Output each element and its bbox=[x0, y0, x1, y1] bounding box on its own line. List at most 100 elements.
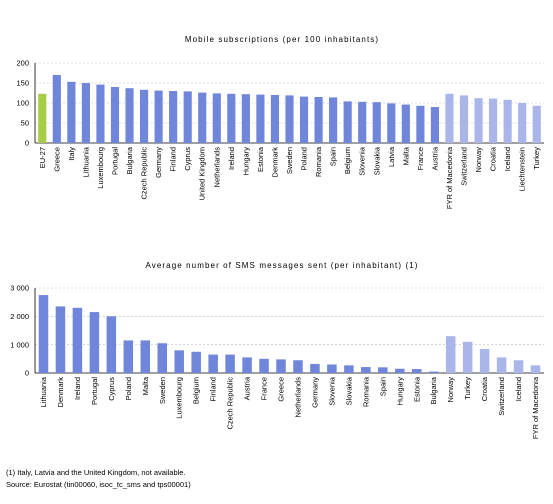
y-tick-label: 50 bbox=[21, 119, 29, 128]
bar-united-kingdom bbox=[198, 92, 207, 143]
bar-fyr-of-macedonia bbox=[445, 93, 454, 143]
x-tick-label: Spain bbox=[378, 377, 387, 396]
bar-estonia bbox=[256, 94, 265, 143]
bar-czech-republic bbox=[139, 89, 149, 143]
x-tick-label: Bulgaria bbox=[125, 146, 134, 174]
y-tick-label: 3 000 bbox=[10, 284, 29, 293]
bar-romania bbox=[314, 97, 323, 143]
bar-cyprus bbox=[106, 316, 117, 373]
x-tick-label: Turkey bbox=[532, 147, 541, 170]
bar-germany bbox=[310, 363, 320, 373]
bar-czech-republic bbox=[225, 354, 235, 373]
bar-iceland bbox=[513, 360, 524, 373]
x-tick-label: Austria bbox=[430, 146, 439, 170]
x-tick-label: Latvia bbox=[387, 146, 396, 167]
bar-latvia bbox=[387, 103, 396, 143]
x-tick-label: Denmark bbox=[270, 147, 279, 178]
bar-sweden bbox=[285, 95, 294, 143]
bar-turkey bbox=[462, 341, 473, 373]
bar-greece bbox=[276, 359, 286, 373]
bar-france bbox=[259, 358, 269, 373]
x-tick-label: Ireland bbox=[227, 147, 236, 170]
x-tick-label: Hungary bbox=[395, 377, 404, 406]
x-tick-label: Turkey bbox=[463, 377, 472, 400]
chart-1-title: Mobile subscriptions (per 100 inhabitant… bbox=[185, 35, 379, 44]
x-tick-label: Sweden bbox=[158, 377, 167, 404]
bar-poland bbox=[123, 340, 134, 373]
bar-spain bbox=[329, 97, 338, 143]
y-tick-label: 2 000 bbox=[10, 312, 29, 321]
bar-cyprus bbox=[183, 91, 192, 143]
x-tick-label: Malta bbox=[141, 376, 150, 395]
bar-liechtenstein bbox=[518, 103, 527, 143]
x-tick-label: Belgium bbox=[343, 147, 352, 174]
x-tick-label: Luxembourg bbox=[96, 147, 105, 189]
bar-malta bbox=[140, 340, 151, 373]
bar-switzerland bbox=[496, 357, 507, 373]
x-tick-label: Cyprus bbox=[107, 377, 116, 401]
x-tick-label: Czech Republic bbox=[226, 377, 235, 430]
x-tick-label: Iceland bbox=[514, 377, 523, 401]
x-tick-label: Hungary bbox=[241, 147, 250, 176]
x-tick-label: Croatia bbox=[480, 376, 489, 401]
bar-bulgaria bbox=[428, 371, 439, 373]
x-tick-label: Switzerland bbox=[460, 147, 469, 186]
bar-fyr-of-macedonia bbox=[530, 365, 541, 373]
bar-poland bbox=[299, 96, 309, 143]
x-tick-label: Denmark bbox=[56, 377, 65, 408]
x-tick-label: Spain bbox=[329, 147, 338, 166]
x-tick-label: Iceland bbox=[503, 147, 512, 171]
x-tick-label: Romania bbox=[314, 146, 323, 177]
bar-switzerland bbox=[459, 95, 469, 143]
bar-netherlands bbox=[212, 93, 221, 143]
x-tick-label: Lithuania bbox=[81, 146, 90, 177]
x-tick-label: Germany bbox=[310, 377, 319, 408]
y-tick-label: 1 000 bbox=[10, 340, 29, 349]
bar-spain bbox=[378, 367, 388, 373]
x-tick-label: Greece bbox=[52, 147, 61, 172]
x-tick-label: Lithuania bbox=[39, 376, 48, 407]
bar-austria bbox=[430, 107, 440, 143]
bar-malta bbox=[401, 104, 410, 143]
bar-ireland bbox=[227, 93, 236, 143]
bar-hungary bbox=[241, 94, 250, 143]
x-tick-label: Austria bbox=[243, 376, 252, 400]
x-tick-label: Romania bbox=[361, 376, 370, 407]
x-tick-label: Croatia bbox=[489, 146, 498, 171]
x-tick-label: Luxembourg bbox=[175, 377, 184, 419]
bar-croatia bbox=[479, 348, 490, 373]
bar-norway bbox=[474, 98, 483, 143]
x-tick-label: Greece bbox=[277, 377, 286, 402]
x-tick-label: Switzerland bbox=[497, 377, 506, 416]
bar-finland bbox=[208, 354, 218, 373]
x-tick-label: Norway bbox=[474, 147, 483, 173]
x-tick-label: France bbox=[416, 147, 425, 170]
x-tick-label: Portugal bbox=[90, 377, 99, 405]
x-tick-label: Cyprus bbox=[183, 147, 192, 171]
bar-netherlands bbox=[293, 360, 303, 373]
x-tick-label: Poland bbox=[300, 147, 309, 170]
bar-eu-27 bbox=[38, 93, 47, 143]
bar-slovenia bbox=[358, 101, 367, 143]
x-tick-label: Sweden bbox=[285, 147, 294, 174]
x-tick-label: Slovakia bbox=[344, 376, 353, 405]
chart-2-title: Average number of SMS messages sent (per… bbox=[145, 261, 418, 270]
bar-lithuania bbox=[81, 83, 90, 143]
bar-lithuania bbox=[38, 295, 49, 373]
y-tick-label: 100 bbox=[16, 99, 29, 108]
y-tick-label: 200 bbox=[16, 59, 29, 68]
x-tick-label: Slovenia bbox=[358, 146, 367, 176]
bar-bulgaria bbox=[125, 88, 134, 143]
x-tick-label: Netherlands bbox=[293, 377, 302, 418]
y-tick-label: 0 bbox=[25, 139, 29, 148]
bar-estonia bbox=[411, 369, 422, 373]
x-tick-label: Finland bbox=[169, 147, 178, 172]
bar-italy bbox=[67, 81, 76, 143]
x-tick-label: Norway bbox=[446, 377, 455, 403]
bar-turkey bbox=[532, 105, 541, 143]
y-tick-label: 150 bbox=[16, 79, 29, 88]
x-tick-label: United Kingdom bbox=[198, 147, 207, 200]
bar-norway bbox=[445, 336, 456, 373]
bar-slovakia bbox=[372, 102, 381, 143]
